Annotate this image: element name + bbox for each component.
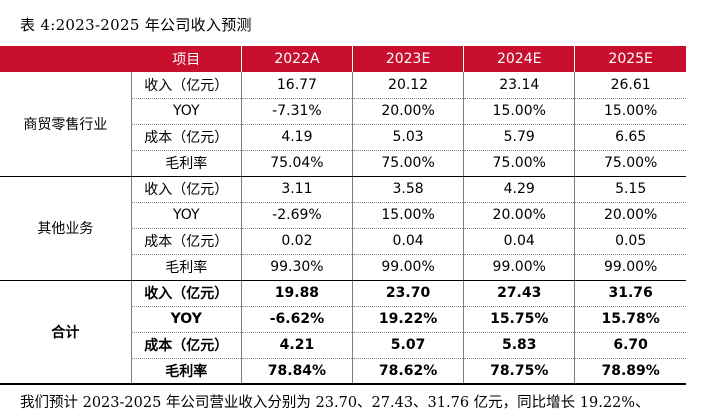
table-cell: 20.00% [351, 98, 464, 125]
table-row: 毛利率 78.84% 78.62% 78.75% 78.89% [0, 358, 686, 385]
row-item-label: 毛利率 [130, 254, 242, 281]
table-cell: 15.00% [351, 202, 464, 229]
table-cell: 3.58 [351, 176, 464, 203]
table-caption: 表 4:2023-2025 年公司收入预测 [20, 16, 252, 34]
table-cell: 4.29 [463, 176, 575, 203]
table-row: 商贸零售行业 收入（亿元） 16.77 20.12 23.14 26.61 [0, 72, 686, 177]
header-cell-segment [0, 46, 132, 72]
table-cell: 23.14 [463, 72, 575, 99]
group-other: 其他业务 收入（亿元） 3.11 3.58 4.29 5.15 YOY -2.6… [0, 176, 686, 281]
table-row: 合计 收入（亿元） 19.88 23.70 27.43 31.76 [0, 280, 686, 385]
table-cell: 75.00% [574, 150, 686, 177]
table-cell: 99.30% [240, 254, 353, 281]
body-paragraph: 我们预计 2023-2025 年公司营业收入分别为 23.70、27.43、31… [20, 395, 650, 411]
segment-label: 其他业务 [0, 176, 132, 281]
table-cell: 78.84% [240, 358, 353, 385]
row-item-label: YOY [130, 202, 242, 229]
table-cell: 15.00% [463, 98, 575, 125]
table-cell: 23.70 [351, 280, 464, 307]
table-cell: 4.19 [240, 124, 353, 151]
table-row: YOY -7.31% 20.00% 15.00% 15.00% [0, 98, 686, 125]
row-item-label: 成本（亿元） [130, 228, 242, 255]
table-cell: 0.02 [240, 228, 353, 255]
row-item-label: YOY [130, 98, 242, 125]
row-item-label: 成本（亿元） [130, 124, 242, 151]
table-cell: -6.62% [240, 306, 353, 333]
header-cell-2022a: 2022A [241, 46, 354, 72]
table-cell: 99.00% [574, 254, 686, 281]
table-cell: 19.88 [240, 280, 353, 307]
table-cell: 20.00% [574, 202, 686, 229]
table-cell: 0.05 [574, 228, 686, 255]
table-cell: 0.04 [463, 228, 575, 255]
table-cell: 5.79 [463, 124, 575, 151]
table-cell: 78.62% [351, 358, 464, 385]
table-cell: 78.89% [574, 358, 686, 385]
table-cell: 99.00% [463, 254, 575, 281]
table-cell: -7.31% [240, 98, 353, 125]
row-item-label: 毛利率 [130, 358, 242, 385]
table-cell: 20.00% [463, 202, 575, 229]
header-cell-2025e: 2025E [608, 51, 653, 67]
table-row: YOY -6.62% 19.22% 15.75% 15.78% [0, 306, 686, 333]
row-item-label: 收入（亿元） [130, 280, 242, 307]
table-cell: 0.04 [351, 228, 464, 255]
table-row: 成本（亿元） 4.19 5.03 5.79 6.65 [0, 124, 686, 151]
header-cell-item: 项目 [131, 46, 242, 72]
table-cell: 15.75% [463, 306, 575, 333]
row-item-label: 收入（亿元） [130, 176, 242, 203]
table-cell: 4.21 [240, 332, 353, 359]
table-cell: 99.00% [351, 254, 464, 281]
table-cell: 19.22% [351, 306, 464, 333]
table-header-row: 项目 2022A 2023E 2024E 2025E [0, 46, 686, 72]
table-cell: 20.12 [351, 72, 464, 99]
table-row: 毛利率 75.04% 75.00% 75.00% 75.00% [0, 150, 686, 177]
row-item-label: 成本（亿元） [130, 332, 242, 359]
table-row: 其他业务 收入（亿元） 3.11 3.58 4.29 5.15 [0, 176, 686, 281]
group-total: 合计 收入（亿元） 19.88 23.70 27.43 31.76 YOY -6… [0, 280, 686, 385]
table-cell: -2.69% [240, 202, 353, 229]
row-item-label: YOY [130, 306, 242, 333]
table-row: 成本（亿元） 4.21 5.07 5.83 6.70 [0, 332, 686, 359]
segment-label: 商贸零售行业 [0, 72, 132, 177]
group-retail: 商贸零售行业 收入（亿元） 16.77 20.12 23.14 26.61 YO… [0, 72, 686, 177]
table-row: YOY -2.69% 15.00% 20.00% 20.00% [0, 202, 686, 229]
table-cell: 75.04% [240, 150, 353, 177]
table-cell: 26.61 [574, 72, 686, 99]
table-cell: 15.78% [574, 306, 686, 333]
table-cell: 5.83 [463, 332, 575, 359]
row-item-label: 收入（亿元） [130, 72, 242, 99]
table-cell: 6.70 [574, 332, 686, 359]
table-cell: 3.11 [240, 176, 353, 203]
segment-label: 合计 [0, 280, 132, 385]
table-cell: 75.00% [351, 150, 464, 177]
revenue-forecast-table: 项目 2022A 2023E 2024E 2025E 商贸零售行业 收入（亿元）… [0, 46, 686, 385]
table-cell: 75.00% [463, 150, 575, 177]
header-cell-2024e: 2024E [463, 46, 576, 72]
table-cell: 27.43 [463, 280, 575, 307]
table-cell: 5.07 [351, 332, 464, 359]
table-cell: 15.00% [574, 98, 686, 125]
table-cell: 6.65 [574, 124, 686, 151]
table-cell: 5.03 [351, 124, 464, 151]
table-row: 成本（亿元） 0.02 0.04 0.04 0.05 [0, 228, 686, 255]
header-cell-2023e: 2023E [352, 46, 465, 72]
table-cell: 16.77 [240, 72, 353, 99]
table-cell: 5.15 [574, 176, 686, 203]
row-item-label: 毛利率 [130, 150, 242, 177]
table-row: 毛利率 99.30% 99.00% 99.00% 99.00% [0, 254, 686, 281]
table-cell: 78.75% [463, 358, 575, 385]
table-cell: 31.76 [574, 280, 686, 307]
